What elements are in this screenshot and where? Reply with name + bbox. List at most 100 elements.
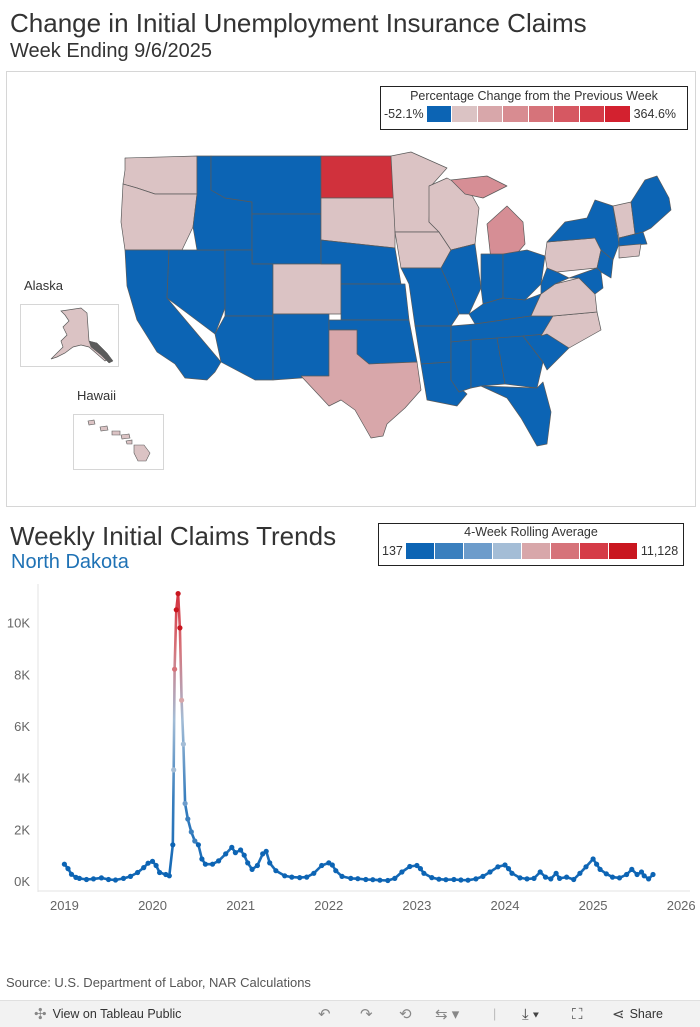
claims-data-point[interactable]	[229, 844, 235, 850]
state-ohio[interactable]	[502, 249, 546, 301]
claims-data-point[interactable]	[348, 875, 354, 881]
claims-data-point[interactable]	[273, 868, 279, 874]
claims-data-point[interactable]	[594, 861, 600, 867]
claims-data-point[interactable]	[458, 877, 464, 883]
claims-data-point[interactable]	[542, 874, 549, 880]
claims-data-point[interactable]	[182, 800, 188, 807]
claims-data-point[interactable]	[173, 607, 179, 613]
claims-data-point[interactable]	[355, 876, 361, 882]
claims-data-point[interactable]	[216, 858, 222, 864]
alaska-inset[interactable]	[20, 304, 119, 367]
claims-data-point[interactable]	[188, 829, 194, 835]
claims-data-point[interactable]	[641, 873, 647, 879]
state-michigan-up[interactable]	[450, 175, 508, 199]
claims-data-point[interactable]	[473, 876, 479, 882]
state-mississippi[interactable]	[450, 339, 472, 393]
claims-data-point[interactable]	[297, 875, 303, 881]
claims-data-point[interactable]	[127, 873, 134, 879]
undo-button[interactable]: ↶	[318, 1001, 331, 1027]
state-pennsylvania[interactable]	[544, 237, 602, 273]
claims-data-point[interactable]	[195, 842, 201, 848]
state-alabama[interactable]	[470, 337, 506, 389]
claims-data-point[interactable]	[319, 862, 325, 869]
claims-data-point[interactable]	[135, 869, 141, 876]
claims-data-point[interactable]	[120, 875, 127, 881]
claims-data-point[interactable]	[363, 876, 369, 883]
claims-data-point[interactable]	[149, 858, 156, 864]
claims-data-point[interactable]	[175, 591, 181, 597]
claims-data-point[interactable]	[171, 767, 177, 773]
state-illinois[interactable]	[440, 243, 482, 315]
claims-data-point[interactable]	[385, 877, 391, 884]
claims-data-point[interactable]	[232, 850, 238, 856]
claims-data-point[interactable]	[577, 870, 583, 876]
claims-data-point[interactable]	[502, 862, 508, 868]
claims-data-point[interactable]	[76, 875, 82, 881]
state-colorado[interactable]	[272, 263, 342, 315]
claims-data-point[interactable]	[223, 851, 229, 857]
state-north-dakota[interactable]	[320, 155, 396, 199]
state-new-mexico[interactable]	[272, 313, 330, 381]
claims-data-point[interactable]	[590, 856, 596, 862]
claims-data-point[interactable]	[377, 877, 383, 883]
claims-data-point[interactable]	[509, 870, 515, 876]
share-button[interactable]: ⋖ Share	[612, 1001, 663, 1027]
claims-data-point[interactable]	[180, 741, 186, 747]
claims-data-point[interactable]	[487, 869, 493, 875]
claims-data-point[interactable]	[548, 876, 554, 882]
refresh-button[interactable]: ⇆ ▾	[435, 1001, 459, 1027]
claims-data-point[interactable]	[238, 847, 244, 853]
state-texas[interactable]	[300, 329, 422, 439]
state-wyoming[interactable]	[251, 213, 322, 265]
claims-data-point[interactable]	[141, 865, 147, 871]
state-kansas[interactable]	[340, 283, 410, 321]
claims-data-point[interactable]	[557, 875, 563, 881]
claims-data-point[interactable]	[609, 874, 616, 880]
claims-data-point[interactable]	[112, 877, 119, 883]
claims-data-point[interactable]	[429, 875, 435, 881]
claims-data-point[interactable]	[68, 871, 75, 877]
claims-data-point[interactable]	[166, 873, 172, 879]
claims-data-point[interactable]	[177, 625, 183, 631]
claims-data-point[interactable]	[571, 876, 577, 883]
claims-data-point[interactable]	[517, 875, 523, 881]
claims-data-point[interactable]	[241, 852, 247, 858]
claims-data-point[interactable]	[370, 877, 376, 883]
claims-data-point[interactable]	[329, 862, 335, 868]
claims-data-point[interactable]	[333, 868, 339, 874]
claims-data-point[interactable]	[634, 871, 640, 878]
state-delaware-maryland[interactable]	[568, 267, 604, 295]
revert-button[interactable]: ⟲	[399, 1001, 412, 1027]
hawaii-inset[interactable]	[73, 414, 164, 470]
state-florida[interactable]	[480, 381, 552, 447]
claims-data-point[interactable]	[282, 873, 288, 879]
claims-data-point[interactable]	[537, 869, 543, 875]
claims-data-point[interactable]	[646, 876, 652, 882]
us-map[interactable]	[7, 72, 695, 506]
claims-data-point[interactable]	[505, 866, 512, 872]
claims-data-point[interactable]	[495, 864, 501, 870]
claims-data-point[interactable]	[65, 866, 71, 872]
claims-data-point[interactable]	[339, 873, 345, 879]
claims-data-point[interactable]	[583, 864, 589, 870]
claims-data-point[interactable]	[157, 869, 163, 876]
claims-data-point[interactable]	[249, 866, 255, 872]
claims-data-point[interactable]	[624, 871, 630, 878]
claims-data-point[interactable]	[170, 842, 176, 848]
claims-data-point[interactable]	[465, 877, 471, 883]
claims-data-point[interactable]	[480, 873, 486, 879]
claims-data-point[interactable]	[564, 874, 570, 880]
claims-data-point[interactable]	[436, 876, 442, 882]
state-arizona[interactable]	[214, 315, 274, 381]
download-button[interactable]: ⤓ ▾	[522, 1001, 539, 1027]
claims-data-point[interactable]	[524, 876, 530, 882]
claims-data-point[interactable]	[311, 870, 317, 876]
claims-data-point[interactable]	[451, 876, 457, 883]
state-connecticut-ri[interactable]	[618, 243, 642, 259]
claims-data-point[interactable]	[172, 666, 178, 672]
claims-data-point[interactable]	[650, 871, 656, 878]
claims-data-point[interactable]	[90, 876, 97, 882]
redo-button[interactable]: ↷	[360, 1001, 373, 1027]
state-new-york[interactable]	[546, 199, 620, 261]
claims-data-point[interactable]	[443, 877, 449, 883]
